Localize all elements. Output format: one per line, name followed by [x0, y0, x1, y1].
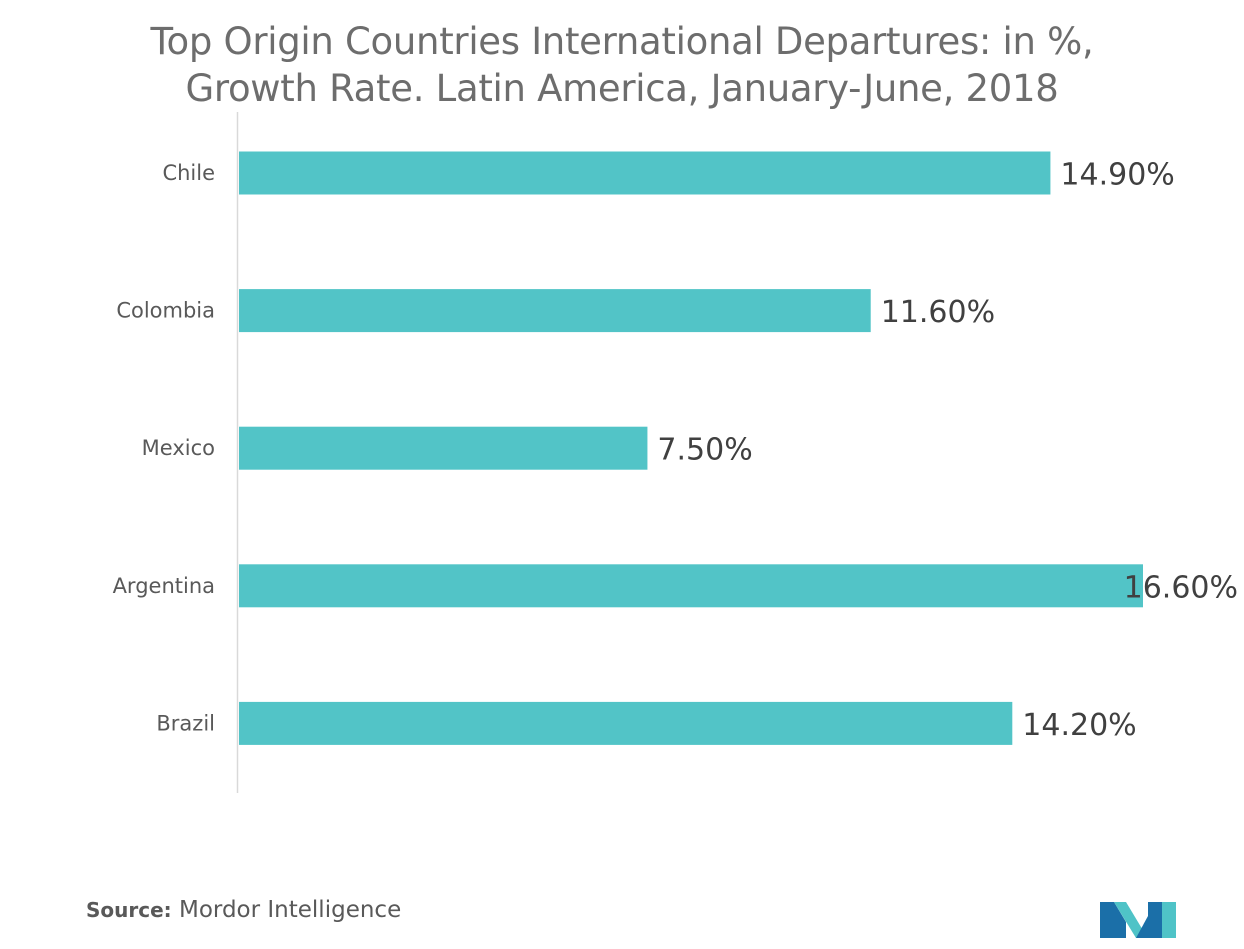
category-label-argentina: Argentina: [113, 574, 215, 598]
bar-brazil: [239, 701, 1013, 745]
value-label-brazil: 14.20%: [1022, 708, 1136, 743]
chart-title-line-1: Top Origin Countries International Depar…: [150, 20, 1094, 63]
category-label-chile: Chile: [162, 161, 215, 185]
mordor-intelligence-logo-icon: [1100, 902, 1176, 938]
bar-mexico: [239, 426, 648, 470]
category-label-brazil: Brazil: [156, 711, 215, 735]
bar-colombia: [239, 289, 871, 333]
chart-title-line-2: Growth Rate. Latin America, January-June…: [185, 67, 1059, 110]
bar-series: Chile 14.90% Colombia 11.60% Mexico 7.50% Arge…: [113, 151, 1238, 745]
value-label-colombia: 11.60%: [881, 295, 995, 330]
value-label-chile: 14.90%: [1060, 158, 1174, 193]
value-label-argentina: 16.60%: [1124, 570, 1238, 605]
source-value: Mordor Intelligence: [178, 897, 402, 923]
category-label-mexico: Mexico: [142, 436, 215, 460]
bar-argentina: [239, 564, 1143, 608]
source-label: Source:: [86, 898, 172, 922]
source-footer: Source: Mordor Intelligence: [86, 897, 401, 923]
value-label-mexico: 7.50%: [657, 433, 752, 468]
chart-title: Top Origin Countries International Depar…: [0, 18, 1244, 112]
category-label-colombia: Colombia: [116, 299, 215, 323]
bar-chile: [239, 151, 1051, 195]
